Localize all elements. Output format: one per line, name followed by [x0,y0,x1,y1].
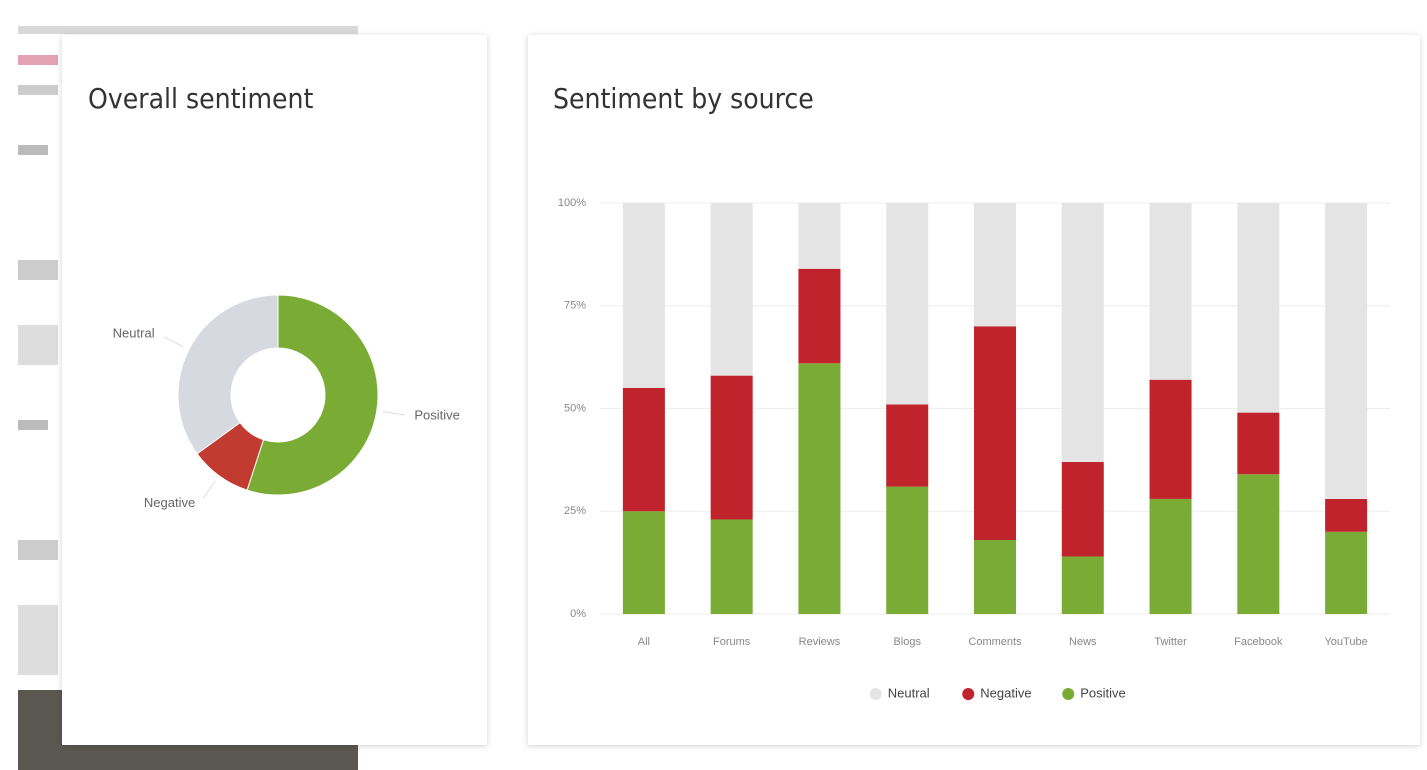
bar-segment [710,375,753,520]
bar-segment [1149,498,1192,614]
y-tick-label: 100% [558,197,586,209]
bar-segment [1325,203,1368,499]
legend-label: Negative [980,685,1031,700]
bar-segment [622,511,665,614]
x-tick-label: All [638,636,650,648]
x-tick-label: Forums [713,636,751,648]
text-line [18,145,48,155]
legend-label: Neutral [888,685,930,700]
donut-chart: Positive Negative Neutral [113,294,460,510]
bar-segment [1325,498,1368,532]
bar-segment [798,203,841,269]
text-line [18,55,58,65]
bar-segment [886,404,929,487]
text-line [18,260,58,280]
slice-label: Positive [414,407,460,422]
legend-label: Positive [1080,685,1126,700]
bar-segment [886,203,929,405]
bar-segment [1061,203,1104,462]
bar-segment [710,203,753,376]
legend-marker [962,688,975,700]
text-line [18,325,58,365]
bar-segment [1061,461,1104,557]
y-tick-label: 75% [564,300,586,312]
text-line [18,605,58,675]
bar-segment [1061,556,1104,614]
slice-label: Neutral [113,326,155,341]
bar-segment [974,326,1016,541]
slice-label: Negative [144,495,195,510]
card [62,35,487,745]
card-title: Sentiment by source [553,82,814,115]
legend-marker [1062,688,1075,700]
x-tick-label: Twitter [1154,636,1187,648]
bar-segment [974,203,1016,327]
legend-marker [869,688,882,700]
leader-line [202,480,217,499]
donut-slice [177,294,279,455]
bar-segment [1325,531,1368,614]
x-tick-label: Blogs [893,636,921,648]
bar-segment [1149,379,1192,499]
bar-segment [974,540,1016,614]
text-line [18,420,48,430]
x-tick-label: News [1069,636,1097,648]
text-line [18,540,58,560]
leader-line [382,411,405,416]
bar-segment [798,363,841,614]
bar-segment [622,203,665,388]
text-line [18,26,358,34]
text-line [18,85,58,95]
bar-segment [1237,474,1280,614]
x-tick-label: Facebook [1234,636,1283,648]
x-tick-label: Reviews [799,636,841,648]
leader-line [163,336,184,348]
bar-segment [1237,203,1280,413]
bar-segment [886,486,929,614]
donut-slice [246,294,379,496]
x-tick-label: Comments [968,636,1022,648]
bar-segment [1237,412,1280,475]
y-tick-label: 25% [564,505,586,517]
y-tick-label: 0% [570,608,586,620]
card-title: Overall sentiment [88,82,313,115]
x-tick-label: YouTube [1324,636,1367,648]
bar-segment [1149,203,1192,380]
bar-segment [710,519,753,614]
bar-segment [622,387,665,512]
y-tick-label: 50% [564,402,586,414]
bar-segment [798,268,841,364]
bar-chart: 0% 25% 50% 75% 100% All Forums Reviews Blogs Comm… [558,197,1390,700]
